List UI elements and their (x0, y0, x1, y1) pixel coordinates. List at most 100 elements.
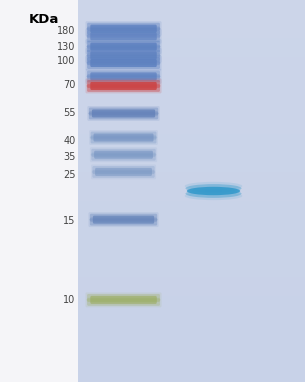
Bar (78, 363, 305, 372)
Bar (78, 0, 305, 10)
FancyBboxPatch shape (85, 28, 162, 36)
Ellipse shape (185, 189, 242, 198)
FancyBboxPatch shape (85, 78, 162, 86)
Text: 15: 15 (63, 216, 76, 226)
FancyBboxPatch shape (90, 218, 157, 225)
FancyBboxPatch shape (87, 23, 160, 31)
FancyBboxPatch shape (90, 154, 157, 162)
FancyBboxPatch shape (85, 299, 162, 307)
FancyBboxPatch shape (87, 294, 160, 302)
Text: 35: 35 (63, 152, 76, 162)
Bar (78, 105, 305, 115)
Bar (78, 334, 305, 344)
FancyBboxPatch shape (90, 82, 157, 90)
FancyBboxPatch shape (87, 34, 160, 42)
FancyBboxPatch shape (87, 57, 160, 65)
FancyBboxPatch shape (90, 51, 157, 59)
FancyBboxPatch shape (87, 61, 160, 69)
FancyBboxPatch shape (85, 293, 162, 300)
FancyBboxPatch shape (91, 135, 156, 143)
Bar (78, 315, 305, 325)
Bar (78, 67, 305, 76)
Bar (78, 124, 305, 134)
FancyBboxPatch shape (91, 164, 156, 172)
Text: 40: 40 (63, 136, 76, 146)
Text: 25: 25 (63, 170, 76, 180)
FancyBboxPatch shape (92, 166, 155, 174)
Bar (78, 296, 305, 306)
Bar (78, 372, 305, 382)
FancyBboxPatch shape (95, 168, 152, 176)
Bar (78, 134, 305, 143)
FancyBboxPatch shape (87, 80, 160, 88)
FancyBboxPatch shape (85, 76, 162, 84)
FancyBboxPatch shape (90, 147, 157, 155)
FancyBboxPatch shape (85, 55, 162, 63)
Text: 10: 10 (63, 295, 76, 305)
Bar (78, 0, 305, 382)
Text: KDa: KDa (29, 13, 59, 26)
Bar (78, 172, 305, 181)
Text: 100: 100 (57, 56, 76, 66)
FancyBboxPatch shape (87, 298, 160, 306)
FancyBboxPatch shape (85, 62, 162, 70)
FancyBboxPatch shape (87, 74, 160, 82)
FancyBboxPatch shape (85, 21, 162, 29)
Bar (78, 267, 305, 277)
Bar (78, 153, 305, 162)
Bar (78, 201, 305, 210)
Bar (78, 210, 305, 220)
FancyBboxPatch shape (85, 29, 162, 37)
Bar (78, 19, 305, 29)
Bar (78, 162, 305, 172)
FancyBboxPatch shape (85, 55, 162, 63)
FancyBboxPatch shape (93, 215, 154, 223)
FancyBboxPatch shape (87, 26, 160, 34)
FancyBboxPatch shape (93, 133, 154, 141)
FancyBboxPatch shape (90, 59, 157, 67)
Bar (78, 191, 305, 201)
FancyBboxPatch shape (87, 70, 160, 78)
Text: 70: 70 (63, 80, 76, 90)
Bar (78, 344, 305, 353)
FancyBboxPatch shape (91, 171, 156, 179)
FancyBboxPatch shape (92, 109, 155, 117)
FancyBboxPatch shape (90, 32, 157, 40)
Bar (78, 115, 305, 124)
FancyBboxPatch shape (89, 130, 158, 138)
FancyBboxPatch shape (90, 24, 157, 32)
FancyBboxPatch shape (85, 46, 162, 54)
Bar (78, 248, 305, 258)
FancyBboxPatch shape (89, 137, 158, 145)
FancyBboxPatch shape (87, 49, 160, 57)
FancyBboxPatch shape (90, 296, 157, 304)
Bar (78, 10, 305, 19)
Bar (78, 325, 305, 334)
FancyBboxPatch shape (87, 30, 160, 38)
FancyBboxPatch shape (85, 85, 162, 93)
Ellipse shape (185, 192, 242, 200)
Bar (78, 86, 305, 96)
Bar (78, 96, 305, 105)
FancyBboxPatch shape (88, 212, 159, 220)
FancyBboxPatch shape (87, 53, 160, 61)
Bar (78, 48, 305, 57)
FancyBboxPatch shape (87, 40, 160, 49)
Bar (78, 143, 305, 153)
FancyBboxPatch shape (85, 39, 162, 47)
FancyBboxPatch shape (85, 69, 162, 77)
Bar (78, 258, 305, 267)
FancyBboxPatch shape (87, 113, 160, 121)
FancyBboxPatch shape (91, 131, 156, 139)
FancyBboxPatch shape (87, 106, 160, 114)
FancyBboxPatch shape (87, 44, 160, 52)
FancyBboxPatch shape (88, 219, 159, 227)
FancyBboxPatch shape (85, 48, 162, 56)
Bar (0, 0, 87, 382)
FancyBboxPatch shape (91, 149, 156, 157)
Bar (78, 220, 305, 229)
Text: 180: 180 (57, 26, 76, 36)
Bar (78, 29, 305, 38)
FancyBboxPatch shape (90, 72, 157, 80)
Bar (78, 286, 305, 296)
